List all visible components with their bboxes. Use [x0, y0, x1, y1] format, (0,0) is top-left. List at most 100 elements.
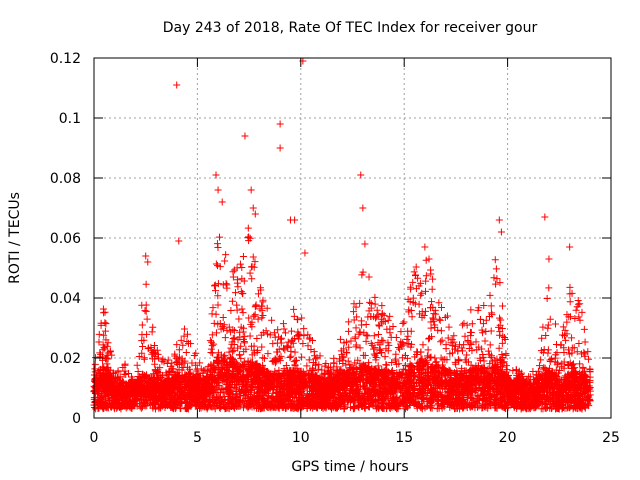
data-point	[404, 327, 412, 335]
data-point	[496, 279, 504, 287]
data-point	[564, 346, 572, 354]
data-point	[486, 341, 494, 349]
data-point	[339, 360, 347, 368]
data-point	[437, 354, 445, 362]
data-point	[173, 341, 181, 349]
data-point	[299, 339, 307, 347]
data-point	[268, 316, 276, 324]
data-point	[412, 263, 420, 271]
data-point	[277, 335, 285, 343]
data-point	[248, 263, 256, 271]
data-point	[535, 362, 543, 370]
data-point	[210, 319, 218, 327]
data-point	[279, 320, 287, 328]
data-point	[179, 341, 187, 349]
data-point	[461, 332, 469, 340]
data-point	[207, 345, 215, 353]
data-point	[392, 387, 400, 395]
data-point	[101, 319, 109, 327]
data-point	[406, 298, 414, 306]
data-point	[431, 323, 439, 331]
data-point	[237, 288, 245, 296]
data-point	[373, 306, 381, 314]
data-point	[371, 293, 379, 301]
data-point	[419, 341, 427, 349]
data-point	[344, 357, 352, 365]
data-point	[183, 363, 191, 371]
data-point	[211, 281, 219, 289]
data-point	[372, 354, 380, 362]
data-point	[315, 361, 323, 369]
data-point	[291, 348, 299, 356]
data-point	[146, 401, 154, 409]
data-point	[385, 341, 393, 349]
data-point	[193, 380, 201, 388]
data-point	[293, 332, 301, 340]
data-point	[101, 308, 109, 316]
data-point	[553, 349, 561, 357]
data-point	[405, 306, 413, 314]
data-point	[542, 331, 550, 339]
data-point	[447, 339, 455, 347]
data-point	[498, 350, 506, 358]
data-point	[102, 320, 110, 328]
data-point	[374, 331, 382, 339]
data-point	[228, 297, 236, 305]
data-point	[235, 315, 243, 323]
data-point	[575, 340, 583, 348]
data-point	[151, 366, 159, 374]
data-point	[585, 355, 593, 363]
data-point	[212, 260, 220, 268]
data-point	[229, 348, 237, 356]
data-point	[475, 304, 483, 312]
data-point	[580, 348, 588, 356]
data-point	[476, 315, 484, 323]
data-point	[408, 313, 416, 321]
data-point	[576, 316, 584, 324]
data-point	[247, 342, 255, 350]
data-point	[253, 335, 261, 343]
data-point	[286, 353, 294, 361]
data-point	[222, 251, 230, 259]
data-point	[401, 352, 409, 360]
data-point	[230, 266, 238, 274]
data-point	[214, 244, 222, 252]
data-point	[312, 355, 320, 363]
data-point	[392, 334, 400, 342]
data-point	[412, 285, 420, 293]
data-point	[246, 269, 254, 277]
data-point	[298, 353, 306, 361]
data-point	[539, 349, 547, 357]
data-point	[230, 334, 238, 342]
data-point	[578, 308, 586, 316]
data-point	[245, 314, 253, 322]
data-point	[558, 331, 566, 339]
data-point	[544, 324, 552, 332]
data-point	[362, 337, 370, 345]
data-point	[574, 297, 582, 305]
data-point	[351, 359, 359, 367]
data-point	[273, 348, 281, 356]
data-point	[493, 404, 501, 412]
data-point	[340, 345, 348, 353]
data-point	[231, 327, 239, 335]
data-point	[258, 314, 266, 322]
data-point	[236, 328, 244, 336]
data-point	[188, 359, 196, 367]
data-point	[137, 404, 145, 412]
data-point	[487, 302, 495, 310]
data-point	[258, 343, 266, 351]
data-point	[586, 365, 594, 373]
data-point	[488, 385, 496, 393]
data-point	[238, 305, 246, 313]
data-point	[388, 359, 396, 367]
data-point	[347, 337, 355, 345]
data-point	[223, 404, 231, 412]
data-point	[499, 302, 507, 310]
data-point	[480, 357, 488, 365]
data-point	[303, 362, 311, 370]
data-point	[229, 360, 237, 368]
data-point	[467, 328, 475, 336]
data-point	[214, 358, 222, 366]
